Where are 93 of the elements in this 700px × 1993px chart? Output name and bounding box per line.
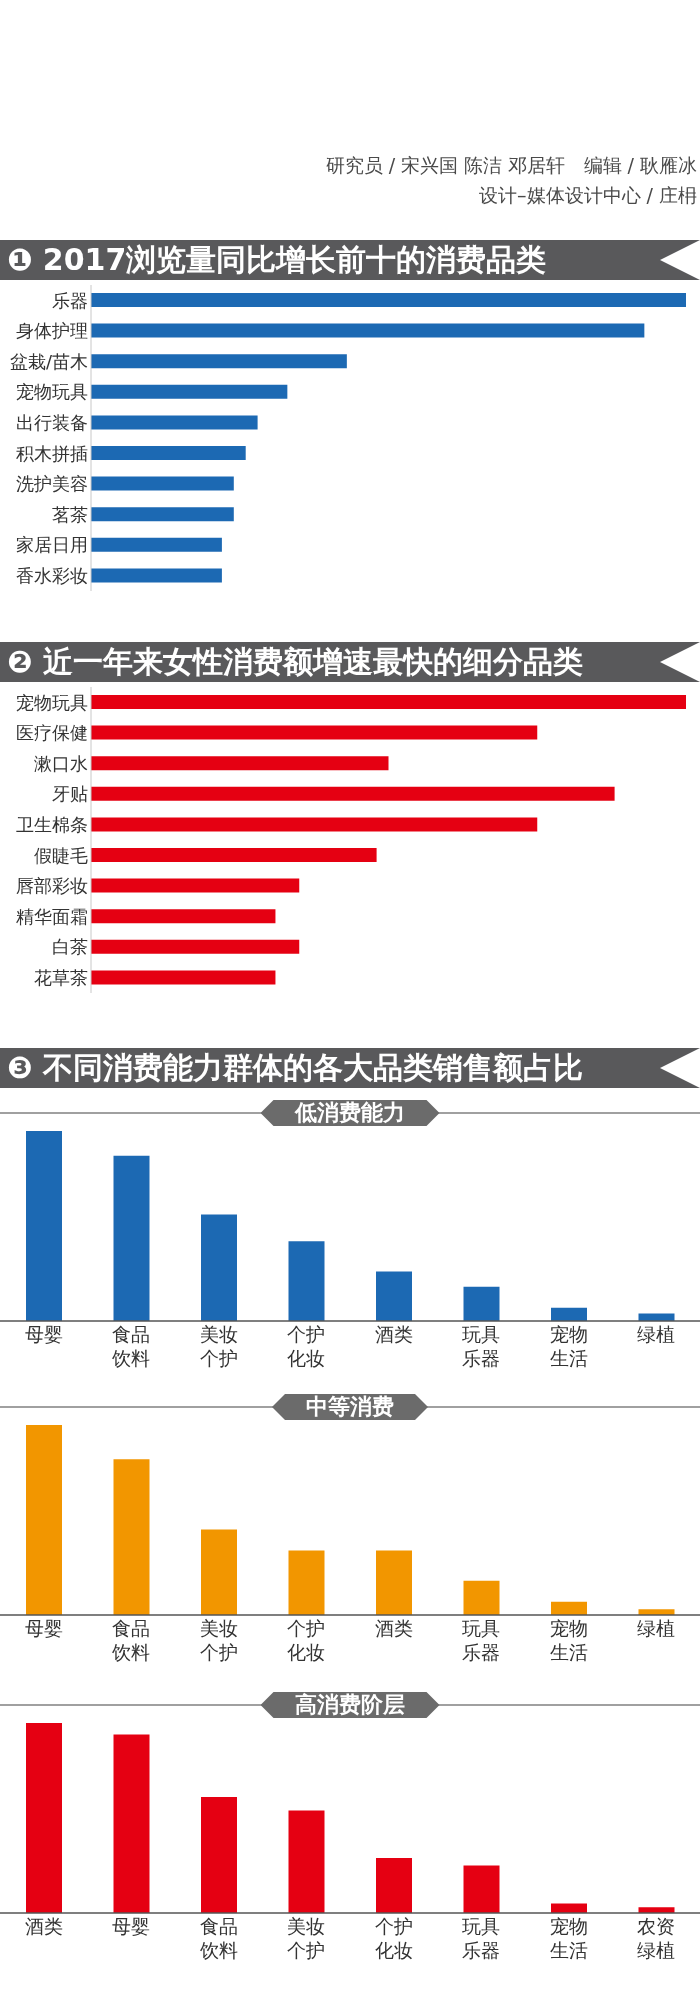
- chart-subtitle: 中等消费: [305, 1394, 395, 1420]
- x-tick-label: 食品饮料: [111, 1617, 151, 1663]
- bar: [91, 293, 686, 307]
- bar: [91, 568, 222, 583]
- bar: [463, 1865, 500, 1913]
- bar: [91, 786, 615, 801]
- x-tick-label: 玩具乐器: [462, 1617, 501, 1663]
- y-tick-label: 洗护美容: [16, 473, 88, 495]
- bar: [551, 1601, 587, 1615]
- y-tick-label: 乐器: [52, 289, 88, 311]
- chart-title: ❶ 2017浏览量同比增长前十的消费品类: [7, 241, 547, 279]
- chart-subtitle: 高消费阶层: [294, 1692, 406, 1718]
- x-tick-label: 个护化妆: [287, 1323, 326, 1369]
- x-tick-label: 个护化妆: [374, 1915, 413, 1961]
- bar: [113, 1459, 150, 1615]
- x-tick-label: 母婴: [112, 1915, 151, 1937]
- bar: [91, 909, 276, 924]
- x-tick-label: 宠物生活: [549, 1617, 588, 1663]
- bar: [288, 1241, 325, 1321]
- x-tick-label: 绿植: [637, 1323, 676, 1345]
- x-tick-label: 美妆个护: [199, 1323, 238, 1369]
- bar: [376, 1857, 412, 1913]
- x-tick-label: 母婴: [24, 1617, 63, 1639]
- y-tick-label: 花草茶: [34, 967, 88, 989]
- bar: [91, 446, 246, 460]
- bar: [91, 848, 377, 862]
- bar: [288, 1550, 325, 1615]
- y-tick-label: 假睫毛: [34, 844, 88, 866]
- bar: [91, 725, 538, 740]
- bar: [638, 1313, 675, 1321]
- bar: [463, 1286, 500, 1321]
- bar: [376, 1271, 412, 1321]
- x-tick-label: 酒类: [374, 1323, 413, 1345]
- x-tick-label: 宠物生活: [549, 1915, 588, 1961]
- bar: [91, 695, 686, 709]
- bar: [376, 1550, 412, 1615]
- bar: [26, 1723, 62, 1913]
- bar: [91, 970, 276, 985]
- text: 设计–媒体设计中心 / 庄枏: [479, 183, 697, 208]
- bar: [91, 476, 234, 491]
- y-tick-label: 卫生棉条: [16, 814, 88, 836]
- bar: [91, 323, 645, 338]
- y-tick-label: 宠物玩具: [16, 691, 88, 713]
- chart-title: ❸ 不同消费能力群体的各大品类销售额占比: [7, 1049, 583, 1087]
- bar: [113, 1734, 150, 1913]
- text: 研究员 / 宋兴国 陈洁 邓居轩 编辑 / 耿雁冰: [325, 153, 697, 178]
- x-tick-label: 个护化妆: [287, 1617, 326, 1663]
- y-tick-label: 牙贴: [52, 783, 88, 805]
- bar: [91, 878, 300, 893]
- bar: [91, 415, 258, 430]
- bar: [551, 1307, 587, 1321]
- bar: [463, 1580, 500, 1615]
- x-tick-label: 食品饮料: [111, 1323, 151, 1369]
- y-tick-label: 茗茶: [52, 503, 88, 525]
- x-tick-label: 美妆个护: [287, 1915, 326, 1961]
- bar: [91, 384, 288, 399]
- bar: [113, 1155, 150, 1321]
- x-tick-label: 玩具乐器: [462, 1323, 501, 1369]
- y-tick-label: 白茶: [52, 936, 88, 958]
- x-tick-label: 酒类: [24, 1915, 63, 1937]
- bar: [91, 756, 389, 771]
- y-tick-label: 出行装备: [16, 412, 88, 434]
- x-tick-label: 美妆个护: [199, 1617, 238, 1663]
- x-tick-label: 母婴: [24, 1323, 63, 1345]
- x-tick-label: 宠物生活: [549, 1323, 588, 1369]
- bar: [26, 1425, 62, 1615]
- y-tick-label: 精华面霜: [16, 905, 88, 927]
- bar: [26, 1131, 62, 1321]
- bar: [91, 817, 538, 832]
- bar: [288, 1810, 325, 1913]
- bar: [201, 1797, 237, 1913]
- y-tick-label: 香水彩妆: [16, 565, 88, 587]
- x-tick-label: 农资绿植: [637, 1915, 676, 1961]
- x-tick-label: 酒类: [374, 1617, 413, 1639]
- y-tick-label: 医疗保健: [16, 722, 88, 744]
- y-tick-label: 唇部彩妆: [16, 875, 88, 897]
- x-tick-label: 绿植: [637, 1617, 676, 1639]
- y-tick-label: 家居日用: [16, 534, 88, 556]
- chart-title: ❷ 近一年来女性消费额增速最快的细分品类: [7, 643, 583, 681]
- x-tick-label: 玩具乐器: [462, 1915, 501, 1961]
- bar: [91, 939, 300, 954]
- x-tick-label: 食品饮料: [198, 1915, 238, 1961]
- y-tick-label: 身体护理: [16, 320, 88, 342]
- y-tick-label: 盆栽/苗木: [9, 350, 88, 372]
- bar: [201, 1214, 237, 1321]
- bar: [201, 1529, 237, 1615]
- y-tick-label: 宠物玩具: [16, 381, 88, 403]
- bar: [91, 507, 234, 522]
- bar: [91, 354, 347, 369]
- chart-subtitle: 低消费能力: [293, 1100, 406, 1126]
- y-tick-label: 积木拼插: [16, 442, 88, 464]
- y-tick-label: 漱口水: [34, 752, 88, 774]
- bar: [91, 537, 222, 552]
